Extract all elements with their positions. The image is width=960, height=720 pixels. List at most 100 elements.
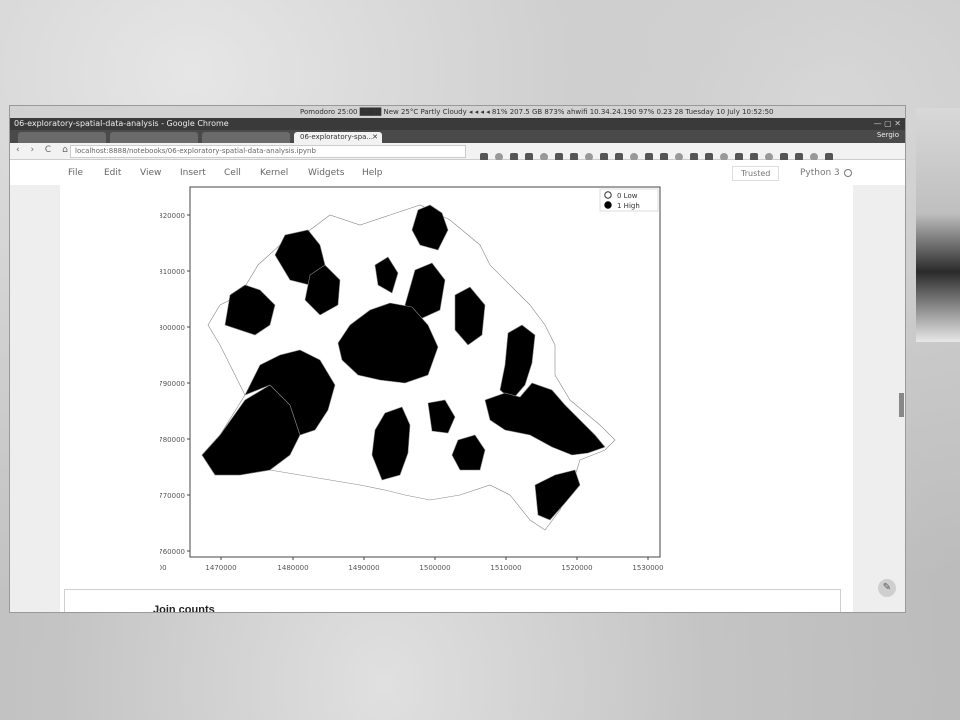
extension-icon[interactable]: [675, 153, 683, 161]
menu-view[interactable]: View: [140, 168, 162, 178]
trusted-badge[interactable]: Trusted: [732, 166, 780, 181]
kernel-status-icon: [844, 169, 852, 177]
legend-marker-low: [604, 191, 612, 199]
region-high: [454, 286, 486, 346]
x-tick-label: 1470000: [205, 564, 236, 572]
region-high: [304, 264, 341, 316]
menu-help[interactable]: Help: [362, 168, 383, 178]
browser-tab[interactable]: [18, 132, 106, 143]
extension-icon[interactable]: [720, 153, 728, 161]
notebook-menubar: File Edit View Insert Cell Kernel Widget…: [10, 160, 905, 187]
extension-icon[interactable]: [570, 153, 578, 161]
y-tick-label: 6770000: [160, 492, 185, 500]
region-high: [404, 262, 446, 321]
region-high: [534, 469, 581, 521]
legend-box: [599, 188, 659, 212]
extension-icon[interactable]: [540, 153, 548, 161]
extension-icon[interactable]: [555, 153, 563, 161]
browser-tab-strip: 06-exploratory-spa... ✕ Sergio: [10, 130, 905, 143]
nav-buttons[interactable]: ‹ › C ⌂: [16, 145, 72, 155]
region-high: [374, 256, 399, 294]
extension-icon[interactable]: [495, 153, 503, 161]
region-high: [451, 434, 486, 471]
browser-tab-active[interactable]: 06-exploratory-spa... ✕: [294, 132, 382, 143]
scrollbar-thumb[interactable]: [899, 393, 904, 417]
menu-cell[interactable]: Cell: [224, 168, 241, 178]
cell-heading: Join counts: [153, 604, 215, 612]
menu-kernel[interactable]: Kernel: [260, 168, 289, 178]
extension-icon[interactable]: [600, 153, 608, 161]
legend: 0 Low 1 High: [599, 188, 659, 212]
extension-icon[interactable]: [660, 153, 668, 161]
menu-edit[interactable]: Edit: [104, 168, 122, 178]
markdown-cell[interactable]: Join counts: [64, 589, 841, 612]
extension-icon[interactable]: [630, 153, 638, 161]
extension-icon[interactable]: [510, 153, 518, 161]
map-regions: [201, 204, 616, 531]
window-controls[interactable]: — ▢ ✕: [873, 119, 901, 128]
extension-icon[interactable]: [645, 153, 653, 161]
x-tick-label: 1460000: [160, 564, 167, 572]
x-axis-ticks: 1460000 1470000 1480000 1490000 1500000 15100…: [160, 557, 664, 572]
url-input[interactable]: localhost:8888/notebooks/06-exploratory-…: [70, 145, 466, 158]
choropleth-plot: 1460000 1470000 1480000 1490000 1500000 15100…: [160, 186, 664, 572]
webcam-overlay: [916, 108, 960, 342]
region-high: [411, 204, 449, 251]
extension-icon[interactable]: [690, 153, 698, 161]
menu-widgets[interactable]: Widgets: [308, 168, 345, 178]
address-bar-row: ‹ › C ⌂ localhost:8888/notebooks/06-expl…: [10, 143, 905, 161]
browser-tab[interactable]: [110, 132, 198, 143]
region-high: [371, 406, 411, 481]
y-tick-label: 6760000: [160, 548, 185, 556]
x-tick-label: 1500000: [419, 564, 450, 572]
x-tick-label: 1510000: [490, 564, 521, 572]
y-tick-label: 6800000: [160, 324, 185, 332]
region-high: [484, 382, 606, 456]
x-tick-label: 1520000: [561, 564, 592, 572]
extension-icon[interactable]: [780, 153, 788, 161]
region-high: [224, 284, 276, 336]
extension-icon[interactable]: [765, 153, 773, 161]
kernel-name: Python 3: [800, 168, 840, 178]
y-tick-label: 6810000: [160, 268, 185, 276]
legend-marker-high: [604, 201, 612, 209]
browser-profile[interactable]: Sergio: [876, 131, 899, 139]
browser-tab[interactable]: [202, 132, 290, 143]
x-tick-label: 1480000: [277, 564, 308, 572]
y-tick-label: 6780000: [160, 436, 185, 444]
window-titlebar: 06-exploratory-spatial-data-analysis - G…: [10, 118, 905, 130]
x-tick-label: 1530000: [632, 564, 663, 572]
region-high: [499, 324, 536, 401]
region-high: [337, 302, 439, 384]
legend-label-low: 0 Low: [617, 192, 638, 200]
extension-icon[interactable]: [795, 153, 803, 161]
menu-file[interactable]: File: [68, 168, 84, 178]
edit-pencil-icon[interactable]: ✎: [878, 579, 896, 597]
y-axis-ticks: 6820000 6810000 6800000 6790000 6780000 67700…: [160, 212, 190, 556]
y-tick-label: 6820000: [160, 212, 185, 220]
legend-label-high: 1 High: [617, 202, 640, 210]
notebook-area: 1460000 1470000 1480000 1490000 1500000 15100…: [10, 185, 905, 612]
extension-icon[interactable]: [615, 153, 623, 161]
y-tick-label: 6790000: [160, 380, 185, 388]
extension-icon[interactable]: [525, 153, 533, 161]
tab-title: 06-exploratory-spa...: [300, 133, 374, 141]
extension-icon[interactable]: [585, 153, 593, 161]
system-status-text: Pomodoro 25:00 ████ New 25°C Partly Clou…: [300, 108, 774, 116]
notebook-page: 1460000 1470000 1480000 1490000 1500000 15100…: [60, 185, 853, 612]
extension-icons: [480, 146, 840, 161]
extension-icon[interactable]: [735, 153, 743, 161]
system-status-bar: Pomodoro 25:00 ████ New 25°C Partly Clou…: [10, 106, 905, 118]
close-tab-icon[interactable]: ✕: [372, 133, 378, 141]
menu-insert[interactable]: Insert: [180, 168, 206, 178]
extension-icon[interactable]: [750, 153, 758, 161]
region-high: [274, 229, 326, 286]
screen-capture: Pomodoro 25:00 ████ New 25°C Partly Clou…: [10, 106, 905, 612]
region-high: [244, 349, 336, 436]
extension-icon[interactable]: [825, 153, 833, 161]
extension-icon[interactable]: [705, 153, 713, 161]
extension-icon[interactable]: [480, 153, 488, 161]
x-tick-label: 1490000: [348, 564, 379, 572]
extension-icon[interactable]: [810, 153, 818, 161]
window-title: 06-exploratory-spatial-data-analysis - G…: [14, 119, 229, 128]
